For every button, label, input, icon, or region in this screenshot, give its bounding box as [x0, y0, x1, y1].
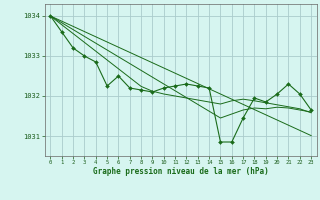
X-axis label: Graphe pression niveau de la mer (hPa): Graphe pression niveau de la mer (hPa) [93, 167, 269, 176]
